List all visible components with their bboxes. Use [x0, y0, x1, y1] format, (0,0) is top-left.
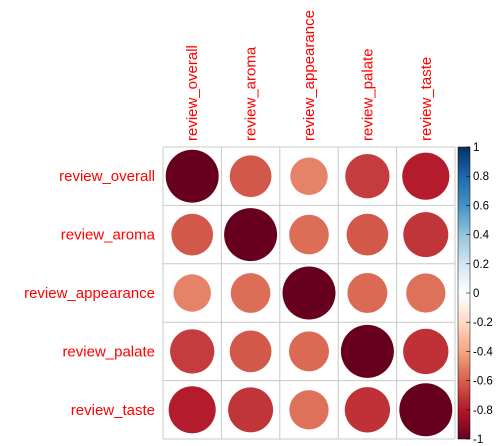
correlation-circle-review_aroma-review_overall [171, 213, 214, 256]
color-legend-tick-label: -1 [473, 434, 483, 446]
color-legend-tick-label: 0.6 [473, 200, 489, 212]
correlation-circle-review_taste-review_aroma [228, 387, 274, 433]
row-labels: review_overall review_aroma review_appeara… [24, 168, 156, 419]
color-legend-tick-label: -0.8 [473, 405, 493, 417]
column-label-review_appearance: review_appearance [301, 10, 318, 141]
correlation-circle-review_overall-review_overall [165, 149, 219, 203]
color-legend-tick-label: -0.2 [473, 317, 493, 329]
correlation-circle-review_aroma-review_aroma [224, 208, 278, 262]
correlation-circle-review_overall-review_taste [402, 152, 450, 200]
correlation-circle-review_overall-review_appearance [290, 157, 328, 195]
correlation-circle-review_aroma-review_appearance [289, 214, 329, 255]
column-label-review_aroma: review_aroma [243, 46, 260, 141]
color-legend-tick-label: -0.6 [473, 376, 493, 388]
correlation-circle-review_appearance-review_overall [173, 274, 211, 312]
correlation-circle-review_palate-review_aroma [229, 330, 272, 373]
correlation-circle-review_overall-review_aroma [229, 155, 272, 198]
color-legend: 1 0.8 0.6 0.4 0.2 0 -0.2 -0.4 -0.6 -0.8 -1 [457, 142, 493, 446]
color-legend-tick-label: 0.8 [473, 171, 489, 183]
color-legend-tick-label: 0.4 [473, 230, 490, 242]
correlation-circle-review_overall-review_palate [345, 154, 390, 199]
color-legend-tick-label: 0 [473, 288, 479, 300]
correlation-circle-review_appearance-review_palate [347, 272, 388, 314]
column-label-review_palate: review_palate [359, 48, 376, 141]
correlation-circle-review_palate-review_palate [340, 324, 394, 378]
correlation-circle-review_palate-review_appearance [288, 331, 330, 372]
correlation-circle-review_palate-review_taste [403, 328, 449, 375]
row-label-review_overall: review_overall [59, 168, 155, 185]
column-labels: review_overall review_aroma review_appeara… [184, 10, 435, 141]
correlation-circles [165, 149, 453, 437]
grid [162, 146, 456, 440]
column-label-review_overall: review_overall [184, 45, 201, 141]
correlation-circle-review_taste-review_overall [168, 386, 216, 434]
column-label-review_taste: review_taste [418, 57, 435, 141]
color-legend-tick-label: 1 [473, 142, 479, 154]
correlation-circle-review_taste-review_taste [399, 383, 453, 437]
row-label-review_appearance: review_appearance [24, 285, 155, 302]
correlation-circle-review_palate-review_overall [170, 329, 215, 374]
correlation-circle-review_appearance-review_aroma [230, 273, 271, 313]
correlation-circle-review_aroma-review_taste [403, 212, 449, 258]
correlation-circle-review_taste-review_palate [344, 387, 391, 433]
color-legend-tick-label: 0.2 [473, 259, 489, 271]
correlation-circle-review_taste-review_appearance [289, 390, 329, 430]
color-legend-tick-label: -0.4 [473, 346, 493, 358]
row-label-review_palate: review_palate [62, 343, 155, 360]
correlation-circle-review_appearance-review_taste [406, 273, 446, 313]
correlation-circle-review_aroma-review_palate [346, 213, 389, 256]
row-label-review_taste: review_taste [71, 402, 155, 419]
correlation-circle-review_appearance-review_appearance [282, 266, 336, 320]
row-label-review_aroma: review_aroma [61, 227, 156, 244]
